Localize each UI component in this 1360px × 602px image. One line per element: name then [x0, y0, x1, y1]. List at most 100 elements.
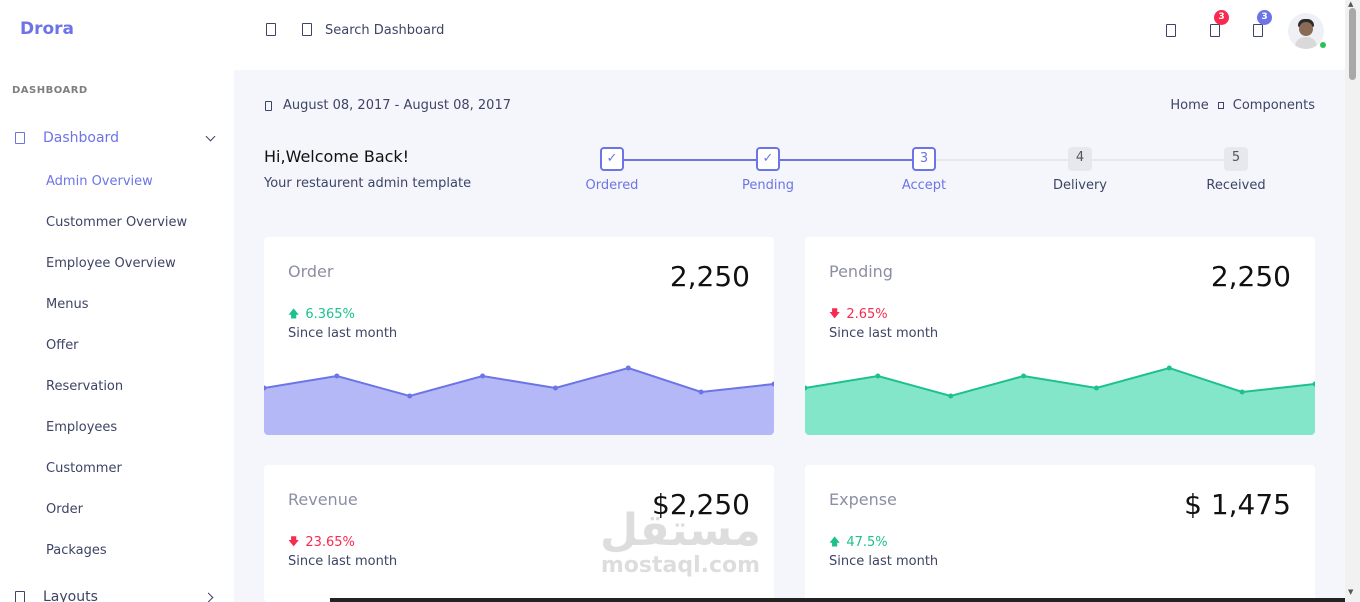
- expense-card: Expense $ 1,475 🡅 47.5% Since last month: [805, 465, 1315, 602]
- step-pending-label: Pending: [742, 178, 794, 193]
- scroll-down-icon[interactable]: ▼: [1348, 588, 1354, 596]
- page-scrollbar[interactable]: ▲ ▼: [1345, 0, 1360, 602]
- arrow-up-icon: 🡅: [288, 307, 300, 320]
- sparkline-point: [805, 385, 808, 391]
- sparkline-point: [480, 373, 486, 379]
- bottom-edge: [330, 598, 1345, 602]
- sidebar-item-dashboard[interactable]: Dashboard: [15, 128, 220, 148]
- dashboard-icon: [15, 132, 25, 144]
- card-title: Expense: [829, 490, 897, 509]
- sidebar-section-title: DASHBOARD: [12, 85, 88, 96]
- bell-icon[interactable]: 3: [1210, 10, 1229, 37]
- step-accept-marker: 3: [912, 147, 936, 171]
- search-input[interactable]: [325, 20, 525, 40]
- step-connector: [1092, 159, 1224, 161]
- pending-sparkline: [805, 365, 1315, 435]
- breadcrumb-separator-icon: [1217, 102, 1224, 109]
- card-change: 🡇 23.65%: [288, 533, 355, 552]
- card-value: 2,250: [1210, 260, 1291, 293]
- arrow-down-icon: 🡇: [829, 307, 841, 320]
- menu-toggle-icon[interactable]: [266, 23, 276, 36]
- order-card: Order 2,250 🡅 6.365% Since last month: [264, 237, 774, 435]
- sidebar: DASHBOARD Dashboard Admin Overview Custo…: [0, 70, 234, 602]
- sidebar-item-custommer-overview[interactable]: Custommer Overview: [46, 215, 188, 230]
- card-title: Revenue: [288, 490, 358, 509]
- step-received-label: Received: [1206, 178, 1266, 193]
- notification-badge: 3: [1214, 10, 1229, 25]
- card-change: 🡇 2.65%: [829, 305, 888, 324]
- arrow-down-icon: 🡇: [288, 535, 300, 548]
- sparkline-point: [1312, 381, 1315, 387]
- message-badge: 3: [1257, 10, 1272, 25]
- step-ordered-marker: ✓: [600, 147, 624, 171]
- card-change-value: 2.65%: [846, 307, 888, 322]
- sidebar-item-reservation[interactable]: Reservation: [46, 379, 124, 394]
- step-delivery-label: Delivery: [1053, 178, 1107, 193]
- sparkline-point: [771, 381, 774, 387]
- step-connector: [624, 159, 756, 161]
- sidebar-item-packages[interactable]: Packages: [46, 543, 107, 558]
- step-pending-marker: ✓: [756, 147, 780, 171]
- sidebar-item-custommer[interactable]: Custommer: [46, 461, 122, 476]
- card-change: 🡅 47.5%: [829, 533, 888, 552]
- card-change: 🡅 6.365%: [288, 305, 355, 324]
- card-title: Pending: [829, 262, 893, 281]
- step-connector: [780, 159, 912, 161]
- chevron-right-icon: [203, 592, 214, 602]
- card-value: $ 1,475: [1184, 488, 1291, 521]
- sparkline-line: [805, 366, 1315, 398]
- welcome-title: Hi,Welcome Back!: [264, 147, 410, 166]
- watermark: مستقل mostaql.com: [600, 508, 761, 578]
- sparkline-point: [1093, 385, 1099, 391]
- sidebar-item-offer[interactable]: Offer: [46, 338, 79, 353]
- sidebar-item-label: Dashboard: [43, 130, 119, 146]
- calendar-icon: [265, 100, 272, 111]
- card-since: Since last month: [288, 554, 398, 569]
- card-change-value: 6.365%: [305, 307, 355, 322]
- sparkline-point: [698, 389, 704, 395]
- avatar[interactable]: [1288, 13, 1324, 49]
- fullscreen-icon[interactable]: [1166, 24, 1176, 37]
- step-delivery-marker: 4: [1068, 147, 1092, 171]
- sparkline-point: [875, 373, 881, 379]
- card-value: 2,250: [669, 260, 750, 293]
- sidebar-item-layouts[interactable]: Layouts: [15, 587, 220, 602]
- sparkline-point: [625, 365, 631, 371]
- card-change-value: 23.65%: [305, 535, 355, 550]
- sidebar-item-label: Layouts: [43, 589, 98, 602]
- sidebar-item-admin-overview[interactable]: Admin Overview: [46, 174, 153, 189]
- step-connector: [936, 159, 1068, 161]
- sparkline-point: [407, 393, 413, 399]
- date-range-text: August 08, 2017 - August 08, 2017: [283, 98, 511, 113]
- step-accept-label: Accept: [901, 178, 947, 193]
- breadcrumb-home[interactable]: Home: [1170, 98, 1209, 113]
- sidebar-item-employee-overview[interactable]: Employee Overview: [46, 256, 176, 271]
- messages-icon[interactable]: 3: [1253, 10, 1272, 37]
- breadcrumb-current: Components: [1232, 98, 1315, 113]
- scroll-up-icon[interactable]: ▲: [1348, 0, 1354, 8]
- layouts-icon: [15, 591, 25, 602]
- breadcrumb: Home Components: [1170, 98, 1315, 113]
- pending-card: Pending 2,250 🡇 2.65% Since last month: [805, 237, 1315, 435]
- welcome-subtitle: Your restaurent admin template: [264, 176, 472, 191]
- sparkline-area: [264, 368, 774, 435]
- brand-logo[interactable]: Drora: [20, 19, 75, 39]
- sparkline-point: [264, 385, 267, 391]
- card-since: Since last month: [288, 326, 398, 341]
- sidebar-item-order[interactable]: Order: [46, 502, 83, 517]
- search-icon: [302, 23, 312, 36]
- order-sparkline: [264, 365, 774, 435]
- sparkline-line: [264, 366, 774, 398]
- sidebar-item-employees[interactable]: Employees: [46, 420, 118, 435]
- card-since: Since last month: [829, 554, 939, 569]
- revenue-card: Revenue $2,250 🡇 23.65% Since last month: [264, 465, 774, 602]
- top-header: Drora 3 3: [0, 0, 1345, 70]
- watermark-arabic: مستقل: [600, 505, 761, 556]
- sidebar-item-menus[interactable]: Menus: [46, 297, 89, 312]
- date-range-picker[interactable]: August 08, 2017 - August 08, 2017: [265, 98, 511, 113]
- online-status-dot: [1319, 41, 1327, 49]
- watermark-latin: mostaql.com: [600, 553, 761, 578]
- scrollbar-thumb[interactable]: [1349, 8, 1356, 80]
- sparkline-area: [805, 368, 1315, 435]
- step-received-marker: 5: [1224, 147, 1248, 171]
